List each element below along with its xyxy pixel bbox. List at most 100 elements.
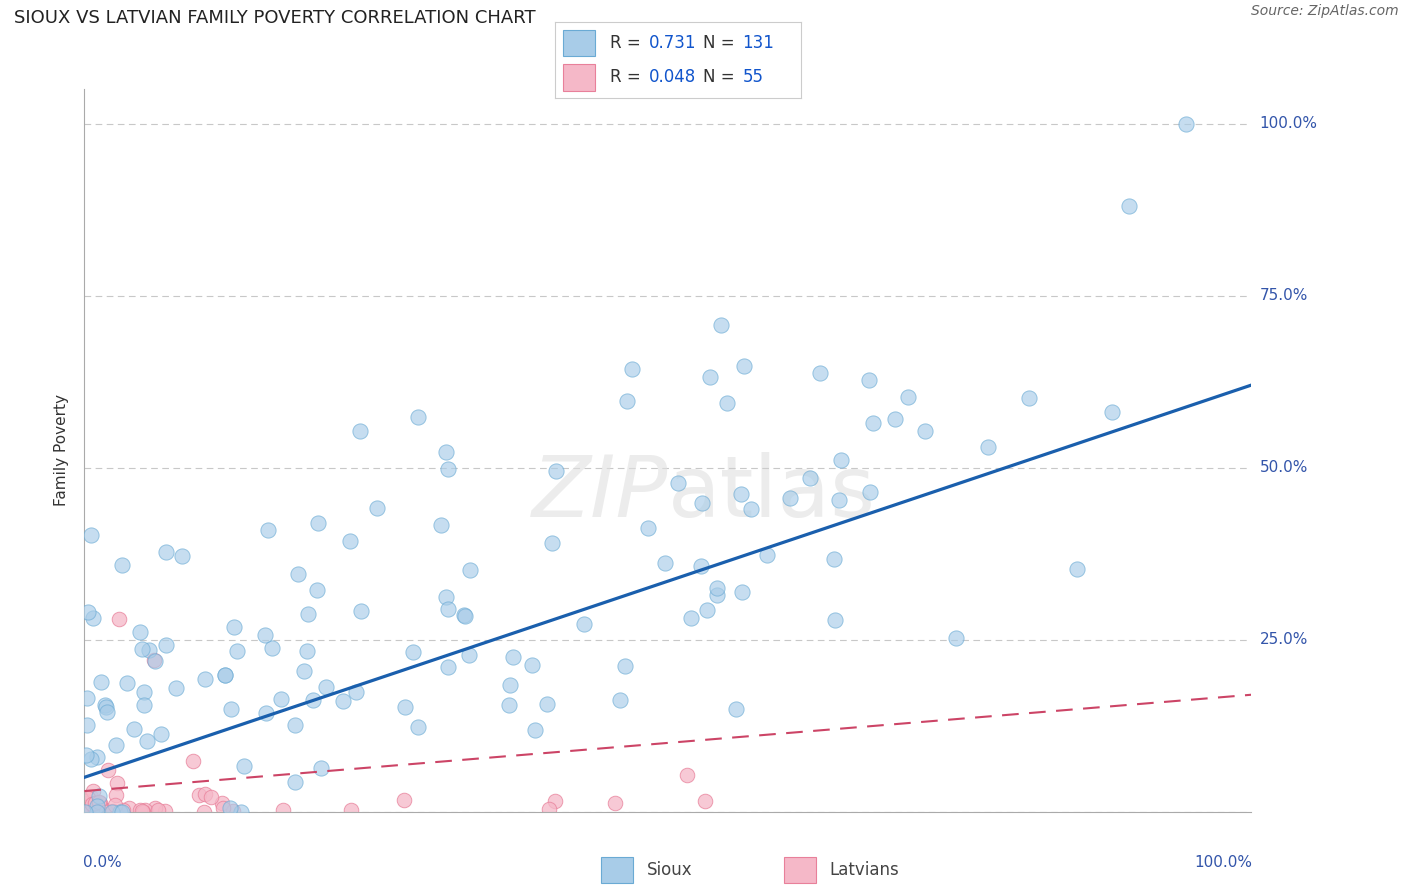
Point: [155, 638, 177, 652]
Point: [637, 521, 659, 535]
Text: 0.048: 0.048: [650, 69, 696, 87]
Point: [181, 754, 204, 768]
Point: [914, 425, 936, 439]
Point: [73, 804, 96, 818]
Text: ZIP: ZIP: [531, 452, 668, 535]
Text: 55: 55: [742, 69, 763, 87]
Text: R =: R =: [610, 34, 645, 52]
Point: [862, 416, 884, 430]
Point: [86, 799, 108, 814]
Point: [96, 705, 118, 719]
Point: [271, 803, 294, 817]
Y-axis label: Family Poverty: Family Poverty: [53, 394, 69, 507]
Point: [80, 789, 103, 804]
Point: [284, 718, 307, 732]
Point: [502, 650, 524, 665]
Point: [681, 611, 703, 625]
Point: [254, 627, 277, 641]
Point: [434, 590, 457, 604]
Point: [344, 685, 367, 699]
Point: [436, 601, 458, 615]
Text: atlas: atlas: [668, 452, 876, 535]
Point: [1018, 392, 1040, 406]
Point: [332, 694, 354, 708]
Text: SIOUX VS LATVIAN FAMILY POVERTY CORRELATION CHART: SIOUX VS LATVIAN FAMILY POVERTY CORRELAT…: [14, 9, 536, 27]
Point: [706, 588, 728, 602]
Point: [233, 758, 256, 772]
Point: [692, 496, 714, 510]
Text: 0.731: 0.731: [650, 34, 696, 52]
Point: [101, 805, 124, 819]
Point: [187, 788, 209, 802]
Point: [301, 693, 323, 707]
Point: [498, 698, 520, 712]
Point: [307, 516, 329, 530]
Point: [155, 545, 177, 559]
Text: 100.0%: 100.0%: [1260, 116, 1317, 131]
Point: [82, 610, 104, 624]
Point: [292, 664, 315, 678]
Point: [89, 799, 111, 814]
Point: [676, 768, 699, 782]
Point: [214, 668, 236, 682]
Point: [83, 805, 105, 819]
Point: [710, 318, 733, 332]
Point: [193, 805, 215, 819]
Point: [87, 795, 110, 809]
Point: [108, 805, 131, 819]
Point: [80, 797, 103, 811]
Point: [134, 803, 156, 817]
Point: [945, 631, 967, 645]
Point: [153, 804, 176, 818]
Point: [73, 805, 96, 819]
Text: N =: N =: [703, 34, 740, 52]
Point: [824, 613, 846, 627]
Point: [83, 802, 105, 816]
Point: [200, 789, 222, 804]
Point: [111, 805, 134, 819]
Point: [453, 608, 475, 623]
Point: [830, 452, 852, 467]
Point: [122, 723, 145, 737]
Point: [101, 805, 124, 819]
Point: [572, 616, 595, 631]
Point: [436, 444, 458, 458]
Point: [654, 557, 676, 571]
Point: [86, 805, 108, 819]
Text: 100.0%: 100.0%: [1195, 855, 1253, 870]
Point: [808, 366, 831, 380]
Text: R =: R =: [610, 69, 645, 87]
Point: [75, 748, 97, 763]
Point: [460, 563, 482, 577]
Point: [536, 698, 558, 712]
Point: [260, 640, 283, 655]
Bar: [602, 857, 633, 882]
Point: [135, 734, 157, 748]
Point: [883, 412, 905, 426]
Point: [76, 718, 98, 732]
Point: [897, 390, 920, 404]
Point: [143, 654, 166, 668]
Point: [603, 796, 626, 810]
Point: [143, 801, 166, 815]
Text: 131: 131: [742, 34, 775, 52]
Point: [138, 643, 160, 657]
Point: [111, 558, 134, 572]
Point: [430, 518, 453, 533]
Point: [112, 803, 135, 817]
Point: [84, 796, 107, 810]
Point: [799, 471, 821, 485]
Point: [297, 644, 319, 658]
Point: [79, 805, 101, 819]
Point: [131, 642, 153, 657]
Point: [211, 796, 233, 810]
Bar: [562, 64, 595, 91]
Point: [730, 487, 752, 501]
Point: [222, 620, 245, 634]
Point: [170, 549, 193, 564]
Point: [613, 658, 636, 673]
Point: [621, 362, 644, 376]
Point: [132, 684, 155, 698]
Point: [94, 698, 117, 712]
Point: [132, 805, 155, 819]
